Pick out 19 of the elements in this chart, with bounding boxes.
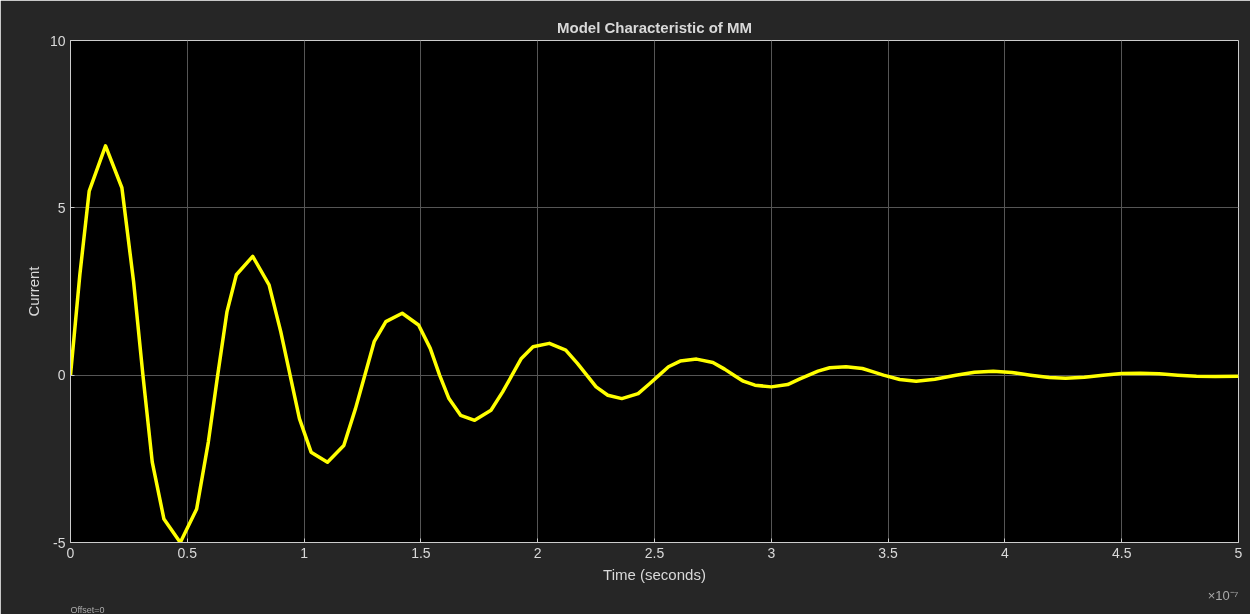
x-tick-label: 1.5 (411, 544, 431, 561)
x-tick-label: 2.5 (644, 544, 665, 561)
chart-title: Model Characteristic of MM (556, 18, 753, 36)
x-tick-label: 5 (1234, 544, 1243, 561)
text: ×10⁻⁷ (1207, 587, 1239, 603)
x-tick-label: 1 (300, 544, 309, 561)
x-axis-title: Time (seconds) (603, 565, 706, 583)
x-tick-label: 3 (767, 544, 776, 561)
y-axis-title: Current (24, 265, 42, 317)
y-tick-label: 10 (49, 32, 66, 49)
x-tick-label: 3.5 (878, 544, 899, 561)
x-tick-label: 2 (533, 544, 542, 561)
y-tick-label: 0 (57, 367, 66, 384)
y-tick-label: 5 (57, 199, 66, 216)
text: Offset=0 (70, 604, 105, 614)
x-tick-label: 4 (1001, 544, 1010, 561)
y-tick-label: -5 (53, 534, 66, 551)
x-tick-label: 4.5 (1111, 544, 1132, 561)
x-tick-label: 0.5 (177, 544, 198, 561)
